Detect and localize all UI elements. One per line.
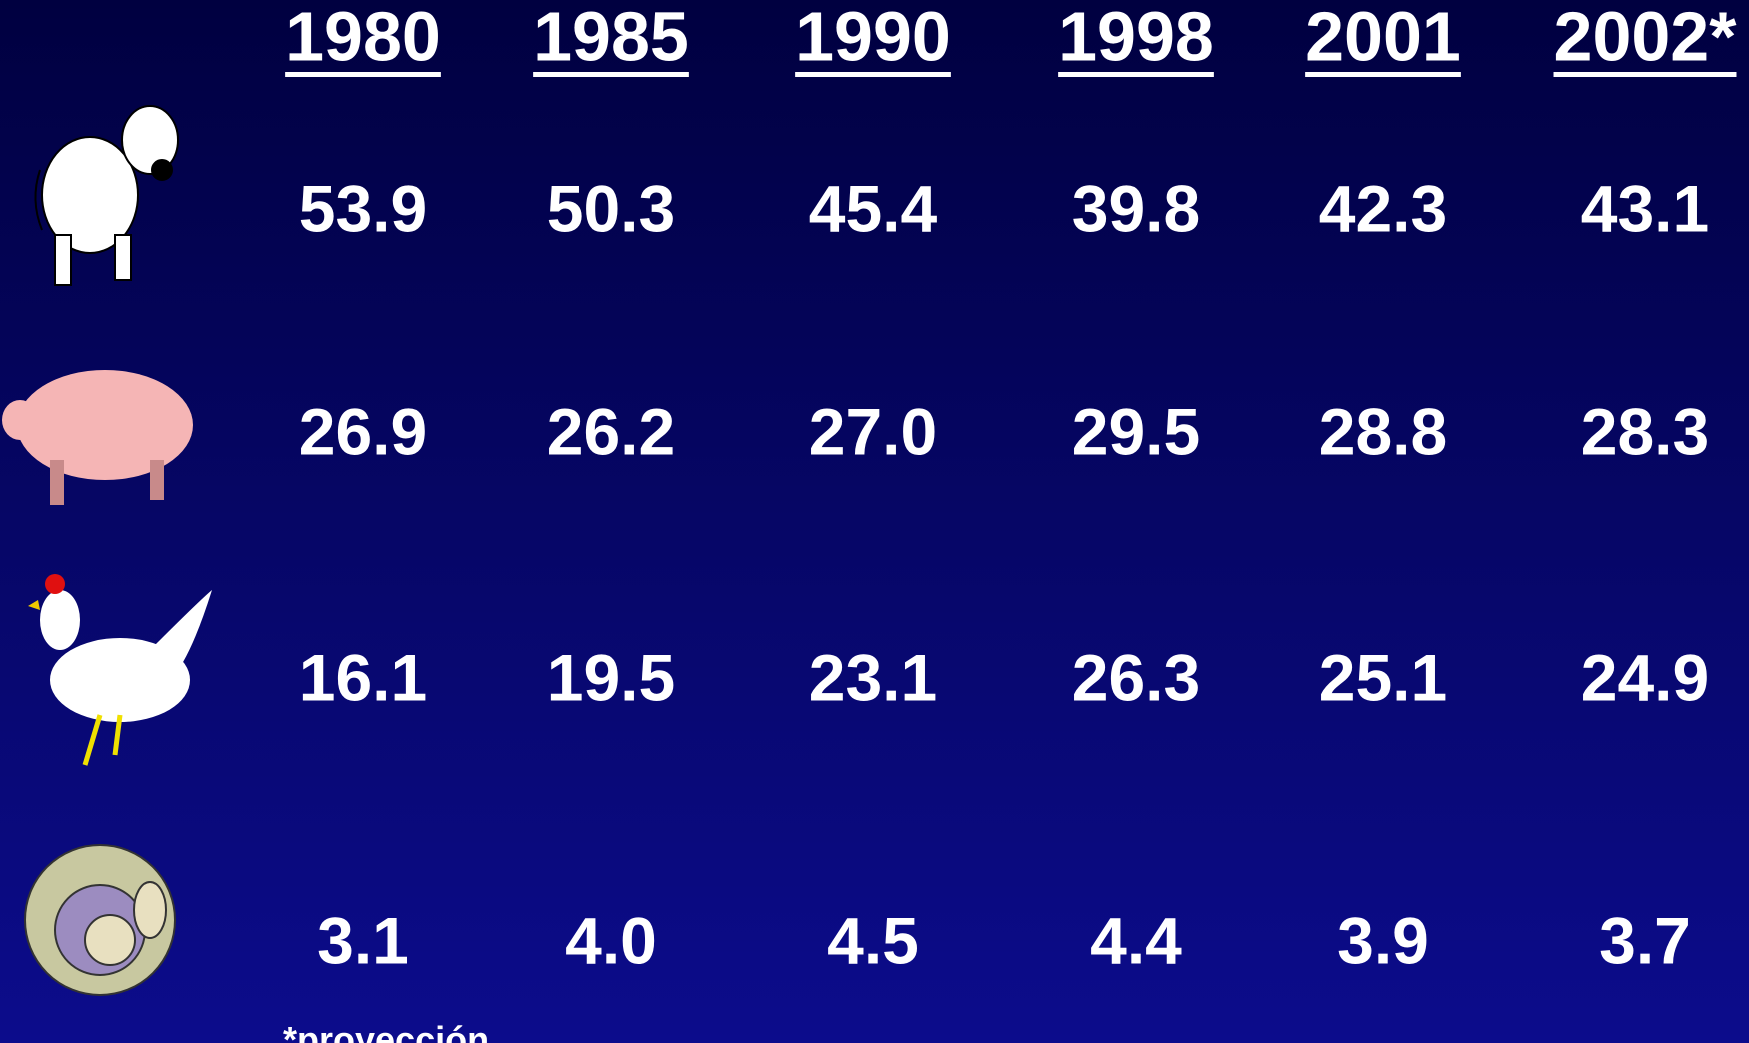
cell-value: 50.3 — [547, 171, 675, 245]
cell-value: 25.1 — [1319, 640, 1447, 714]
header-underline — [1554, 72, 1737, 77]
turkey-icon — [25, 845, 175, 995]
header-underline — [533, 72, 689, 77]
slide: 1980 1985 1990 1998 2001 2002* 53.9 50.3 45.4 39.… — [0, 0, 1749, 1043]
cell-value: 28.8 — [1319, 394, 1447, 468]
cell-value: 26.9 — [299, 394, 427, 468]
cell-value: 3.9 — [1337, 903, 1429, 977]
cell-value: 43.1 — [1581, 171, 1709, 245]
cell-value: 16.1 — [299, 640, 427, 714]
cell-value: 29.5 — [1072, 394, 1200, 468]
column-header: 1985 — [533, 0, 689, 75]
background — [0, 0, 1749, 1043]
header-underline — [1058, 72, 1214, 77]
cell-value: 3.7 — [1599, 903, 1691, 977]
cell-value: 24.9 — [1581, 640, 1709, 714]
cell-value: 23.1 — [809, 640, 937, 714]
cell-value: 26.2 — [547, 394, 675, 468]
footnote: *proyección — [283, 1019, 489, 1043]
header-underline — [795, 72, 951, 77]
cell-value: 28.3 — [1581, 394, 1709, 468]
column-header: 1980 — [285, 0, 441, 75]
header-underline — [1305, 72, 1461, 77]
cell-value: 45.4 — [809, 171, 938, 245]
column-header: 2002* — [1554, 0, 1738, 75]
column-header: 1998 — [1058, 0, 1214, 75]
cell-value: 19.5 — [547, 640, 675, 714]
cell-value: 53.9 — [299, 171, 427, 245]
column-header: 2001 — [1305, 0, 1461, 75]
cell-value: 27.0 — [809, 394, 937, 468]
cell-value: 42.3 — [1319, 171, 1447, 245]
cell-value: 4.0 — [565, 903, 657, 977]
cell-value: 4.4 — [1090, 903, 1182, 977]
header-underline — [285, 72, 441, 77]
cell-value: 39.8 — [1072, 171, 1200, 245]
cell-value: 3.1 — [317, 903, 409, 977]
cell-value: 26.3 — [1072, 640, 1200, 714]
cell-value: 4.5 — [827, 903, 919, 977]
column-header: 1990 — [795, 0, 951, 75]
